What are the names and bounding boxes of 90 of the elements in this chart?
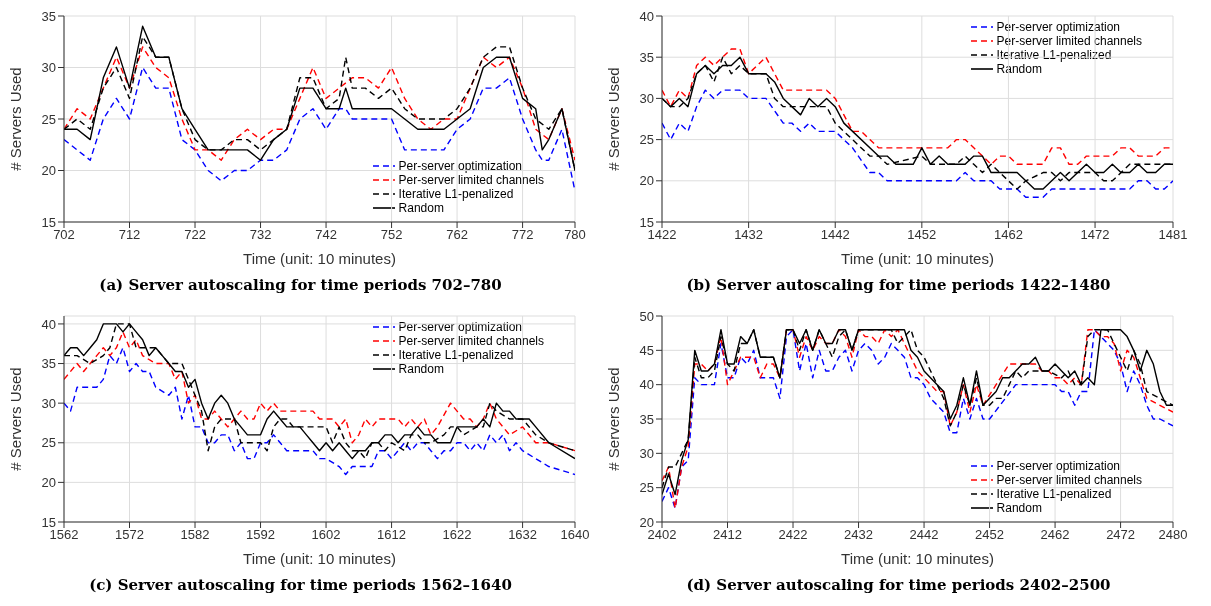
y-axis-title: # Servers Used xyxy=(7,67,25,171)
y-tick-label: 25 xyxy=(639,480,654,496)
x-tick-label: 2402 xyxy=(647,527,677,543)
legend-label: Per-server optimization xyxy=(996,459,1120,473)
legend-label: Random xyxy=(996,501,1042,515)
y-tick-label: 15 xyxy=(41,214,56,230)
legend-label: Random xyxy=(398,362,444,376)
legend-label: Per-server optimization xyxy=(996,20,1120,34)
y-axis-title: # Servers Used xyxy=(605,367,623,471)
y-tick-label: 30 xyxy=(41,60,56,76)
legend-label: Per-server limited channels xyxy=(398,334,544,348)
y-tick-label: 30 xyxy=(639,445,654,461)
x-tick-label: 1432 xyxy=(734,227,764,243)
y-tick-label: 45 xyxy=(639,342,654,358)
x-tick-label: 732 xyxy=(249,227,272,243)
y-tick-label: 15 xyxy=(41,514,56,530)
x-tick-label: 1632 xyxy=(508,527,538,543)
x-tick-label: 742 xyxy=(315,227,337,243)
x-tick-label: 1562 xyxy=(49,527,79,543)
y-tick-label: 25 xyxy=(639,132,654,148)
x-tick-label: 1582 xyxy=(180,527,210,543)
x-tick-label: 1442 xyxy=(820,227,850,243)
y-tick-label: 20 xyxy=(639,514,654,530)
x-axis-title: Time (unit: 10 minutes) xyxy=(243,250,396,267)
text: (c) Server autoscaling for time periods 1562–1640 xyxy=(88,576,513,594)
legend-label: Iterative L1-penalized xyxy=(398,348,514,362)
x-tick-label: 2480 xyxy=(1158,527,1188,543)
line-series xyxy=(662,89,1173,198)
y-tick-label: 50 xyxy=(639,308,654,324)
x-tick-label: 1572 xyxy=(115,527,144,543)
x-tick-label: 2432 xyxy=(844,527,873,543)
x-tick-label: 772 xyxy=(511,227,534,243)
x-tick-label: 1472 xyxy=(1080,227,1110,243)
x-axis-title: Time (unit: 10 minutes) xyxy=(243,550,396,567)
x-tick-label: 1422 xyxy=(647,227,677,243)
x-axis-title: Time (unit: 10 minutes) xyxy=(841,550,994,567)
x-tick-label: 2462 xyxy=(1040,527,1070,543)
text: (b) Server autoscaling for time periods 1422–1480 xyxy=(685,276,1112,294)
legend-label: Per-server limited channels xyxy=(996,473,1142,487)
x-tick-label: 712 xyxy=(118,227,141,243)
legend-label: Iterative L1-penalized xyxy=(398,187,514,201)
y-tick-label: 20 xyxy=(41,163,56,179)
legend-label: Random xyxy=(398,201,444,215)
y-tick-label: 30 xyxy=(639,91,654,107)
y-tick-label: 20 xyxy=(41,475,56,490)
x-tick-label: 1481 xyxy=(1158,227,1188,243)
legend-label: Per-server limited channels xyxy=(996,34,1142,48)
x-tick-label: 780 xyxy=(564,227,586,243)
x-tick-label: 752 xyxy=(380,227,403,243)
legend-label: Iterative L1-penalized xyxy=(996,487,1112,501)
x-tick-label: 1592 xyxy=(246,527,275,543)
y-tick-label: 40 xyxy=(639,377,654,393)
y-tick-label: 25 xyxy=(41,111,56,127)
y-tick-label: 40 xyxy=(639,8,654,24)
y-tick-label: 30 xyxy=(41,395,56,411)
line-series xyxy=(64,46,575,161)
y-tick-label: 35 xyxy=(41,356,56,372)
y-tick-label: 35 xyxy=(41,8,56,24)
y-tick-label: 25 xyxy=(41,435,56,451)
y-tick-label: 35 xyxy=(639,411,654,427)
y-tick-label: 35 xyxy=(639,49,654,65)
x-tick-label: 722 xyxy=(184,227,206,243)
x-tick-label: 1602 xyxy=(311,527,341,543)
line-series xyxy=(64,346,575,476)
x-tick-label: 1622 xyxy=(442,527,472,543)
x-tick-label: 2452 xyxy=(975,527,1005,543)
x-tick-label: 762 xyxy=(446,227,468,243)
x-tick-label: 702 xyxy=(53,227,75,243)
y-tick-label: 15 xyxy=(639,214,654,230)
x-axis-title: Time (unit: 10 minutes) xyxy=(841,250,994,267)
x-tick-label: 1462 xyxy=(993,227,1023,243)
x-tick-label: 2472 xyxy=(1106,527,1136,543)
x-tick-label: 2422 xyxy=(778,527,808,543)
x-tick-label: 2412 xyxy=(713,527,742,543)
legend-label: Random xyxy=(996,62,1042,76)
legend-label: Per-server optimization xyxy=(398,320,522,334)
text: (a) Server autoscaling for time periods 702–780 xyxy=(98,276,503,294)
y-tick-label: 20 xyxy=(639,173,654,189)
legend-label: Per-server optimization xyxy=(398,159,522,173)
y-axis-title: # Servers Used xyxy=(605,67,623,171)
x-tick-label: 2442 xyxy=(909,527,939,543)
line-series xyxy=(662,48,1173,166)
x-tick-label: 1640 xyxy=(560,527,590,543)
y-tick-label: 40 xyxy=(41,316,56,332)
y-axis-title: # Servers Used xyxy=(7,367,25,471)
legend-label: Iterative L1-penalized xyxy=(996,48,1112,62)
x-tick-label: 1612 xyxy=(377,527,407,543)
x-tick-label: 1452 xyxy=(907,227,937,243)
legend-label: Per-server limited channels xyxy=(398,173,544,187)
text: (d) Server autoscaling for time periods 2402–2500 xyxy=(685,576,1112,594)
